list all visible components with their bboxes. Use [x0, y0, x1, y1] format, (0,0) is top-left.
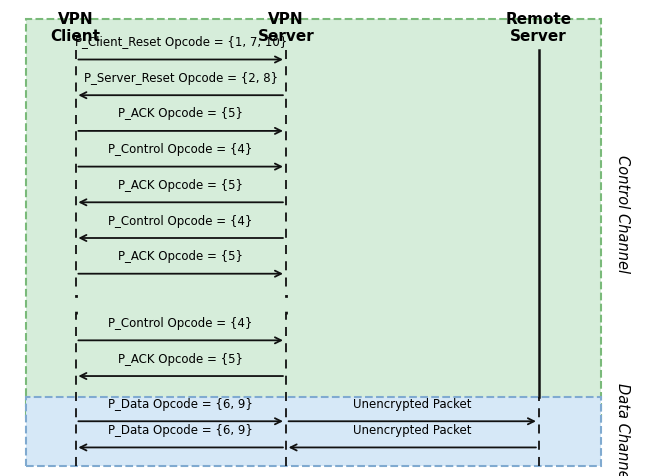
Text: P_ACK Opcode = {5}: P_ACK Opcode = {5} [118, 179, 243, 192]
Text: Data Channel: Data Channel [616, 383, 630, 476]
Text: VPN
Client: VPN Client [51, 12, 101, 44]
Bar [26, 397, 601, 466]
Text: P_Control Opcode = {4}: P_Control Opcode = {4} [108, 215, 253, 228]
Bar [26, 19, 601, 421]
Text: VPN
Server: VPN Server [258, 12, 314, 44]
Text: P_Data Opcode = {6, 9}: P_Data Opcode = {6, 9} [108, 398, 253, 411]
Text: P_Control Opcode = {4}: P_Control Opcode = {4} [108, 143, 253, 156]
Text: P_Client_Reset Opcode = {1, 7, 10}: P_Client_Reset Opcode = {1, 7, 10} [74, 36, 287, 49]
Text: Control Channel: Control Channel [616, 155, 630, 273]
Text: P_Control Opcode = {4}: P_Control Opcode = {4} [108, 317, 253, 330]
Text: P_Server_Reset Opcode = {2, 8}: P_Server_Reset Opcode = {2, 8} [83, 72, 278, 85]
Text: Remote
Server: Remote Server [506, 12, 572, 44]
Text: Unencrypted Packet: Unencrypted Packet [353, 424, 472, 437]
Text: P_Data Opcode = {6, 9}: P_Data Opcode = {6, 9} [108, 424, 253, 437]
Text: P_ACK Opcode = {5}: P_ACK Opcode = {5} [118, 353, 243, 366]
Text: Unencrypted Packet: Unencrypted Packet [353, 398, 472, 411]
Text: P_ACK Opcode = {5}: P_ACK Opcode = {5} [118, 250, 243, 263]
Text: P_ACK Opcode = {5}: P_ACK Opcode = {5} [118, 108, 243, 120]
